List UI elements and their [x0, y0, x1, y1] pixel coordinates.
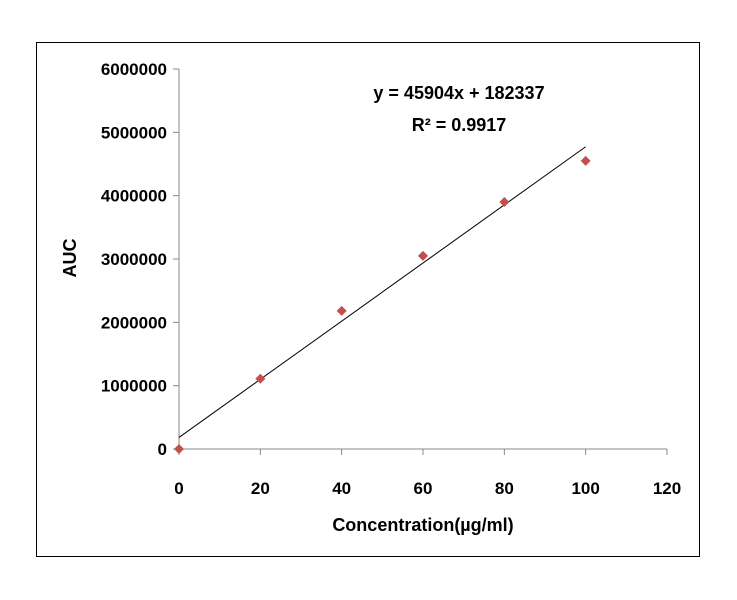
data-point [499, 197, 510, 207]
y-axis: 0 1000000 2000000 3000000 4000000 5000000 6000… [101, 60, 180, 459]
y-tick-label: 5000000 [101, 123, 167, 142]
x-tick-label: 0 [174, 479, 183, 498]
trendline [178, 146, 586, 438]
x-tick-label: 20 [251, 479, 270, 498]
x-tick-label: 80 [495, 479, 514, 498]
y-tick-label: 0 [158, 440, 167, 459]
data-point [336, 305, 347, 316]
data-point [580, 155, 591, 166]
x-axis: 0 20 40 60 80 100 120 [174, 448, 681, 498]
y-tick-label: 4000000 [101, 187, 167, 206]
x-tick-label: 100 [571, 479, 599, 498]
y-tick-label: 1000000 [101, 377, 167, 396]
data-point [418, 250, 428, 261]
x-axis-title: Concentration(µg/ml) [332, 515, 513, 535]
y-axis-title: AUC [60, 239, 80, 278]
data-point [174, 444, 184, 454]
trendline-equation: y = 45904x + 182337 [373, 83, 544, 103]
x-tick-label: 40 [332, 479, 351, 498]
y-tick-label: 2000000 [101, 313, 167, 332]
x-tick-label: 60 [414, 479, 433, 498]
y-tick-label: 6000000 [101, 60, 167, 79]
y-tick-label: 3000000 [101, 250, 167, 269]
chart-frame [36, 42, 700, 557]
data-points [174, 155, 591, 454]
data-point [255, 373, 266, 384]
x-tick-label: 120 [653, 479, 681, 498]
trendline-group [178, 146, 586, 438]
trendline-r2: R² = 0.9917 [412, 115, 507, 135]
